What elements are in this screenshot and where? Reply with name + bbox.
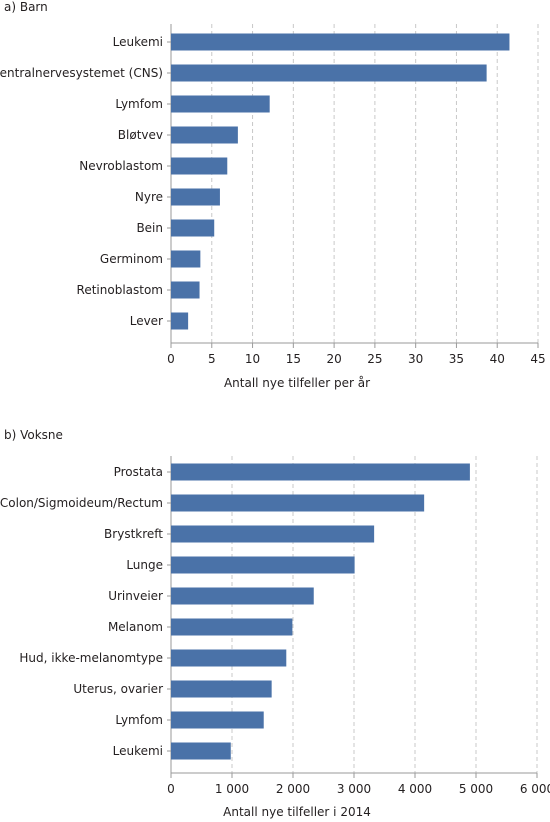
chart-a-x-tick-label: 15 [286,352,301,366]
chart-a-bar [171,157,228,175]
chart-a-title: a) Barn [4,0,48,14]
chart-a-x-tick-label: 40 [490,352,505,366]
chart-a-category-label: Germinom [100,252,163,266]
chart-b-bar [171,649,287,667]
chart-b-category-label: Hud, ikke-melanomtype [19,651,163,665]
chart-b-category-label: Leukemi [113,744,163,758]
chart-a-x-tick-label: 5 [208,352,216,366]
chart-a-category-label: Lever [130,314,163,328]
chart-a: Leukemi Sentralnervesystemet (CNS) Lymfom B… [0,24,546,390]
chart-b-title: b) Voksne [4,428,63,442]
chart-a-bar [171,250,201,268]
chart-a-category-label: Bein [136,221,163,235]
chart-a-x-tick-label: 10 [245,352,260,366]
chart-a-category-label: Nevroblastom [79,159,163,173]
chart-a-category-label: Retinoblastom [77,283,163,297]
chart-a-bar [171,188,220,206]
chart-b-bar [171,463,470,481]
chart-a-bar [171,64,487,82]
chart-a-bar [171,281,200,299]
chart-b-bar [171,494,425,512]
chart-b-x-tick-label: 2 000 [276,782,310,796]
chart-a-category-label: Lymfom [115,97,163,111]
chart-b-bar [171,618,293,636]
chart-a-bar [171,95,270,113]
chart-b-bar [171,742,231,760]
chart-a-bar [171,312,189,330]
chart-b-category-label: Uterus, ovarier [73,682,163,696]
chart-a-x-tick-label: 35 [449,352,464,366]
chart-b-x-tick-label: 4 000 [398,782,432,796]
chart-b-x-tick-label: 6 000 [520,782,550,796]
chart-a-bar [171,33,510,51]
chart-a-bar [171,219,215,237]
chart-a-x-axis-label: Antall nye tilfeller per år [224,376,370,390]
chart-a-category-label: Sentralnervesystemet (CNS) [0,66,163,80]
chart-a-bar [171,126,238,144]
chart-a-x-tick-label: 25 [367,352,382,366]
chart-a-category-label: Leukemi [113,35,163,49]
chart-a-category-label: Bløtvev [118,128,163,142]
chart-b-category-label: Lymfom [115,713,163,727]
chart-b-bar [171,525,375,543]
chart-b-x-tick-label: 3 000 [337,782,371,796]
chart-a-x-tick-label: 0 [167,352,175,366]
chart-b-x-tick-label: 1 000 [215,782,249,796]
chart-b-x-tick-label: 5 000 [459,782,493,796]
chart-b-category-label: Urinveier [108,589,163,603]
chart-a-x-tick-label: 30 [408,352,423,366]
chart-b-bar [171,711,264,729]
chart-b-x-axis-label: Antall nye tilfeller i 2014 [223,805,371,819]
chart-b-bar [171,680,272,698]
chart-b-category-label: Lunge [126,558,163,572]
chart-b-category-label: Colon/Sigmoideum/Rectum [0,496,163,510]
chart-b-bar [171,556,355,574]
chart-b-x-tick-label: 0 [167,782,175,796]
chart-b-bar [171,587,314,605]
chart-a-x-tick-label: 20 [326,352,341,366]
chart-a-x-tick-label: 45 [530,352,545,366]
chart-a-category-label: Nyre [135,190,163,204]
chart-b-category-label: Prostata [114,465,163,479]
chart-b-category-label: Brystkreft [104,527,163,541]
chart-b-category-label: Melanom [108,620,163,634]
